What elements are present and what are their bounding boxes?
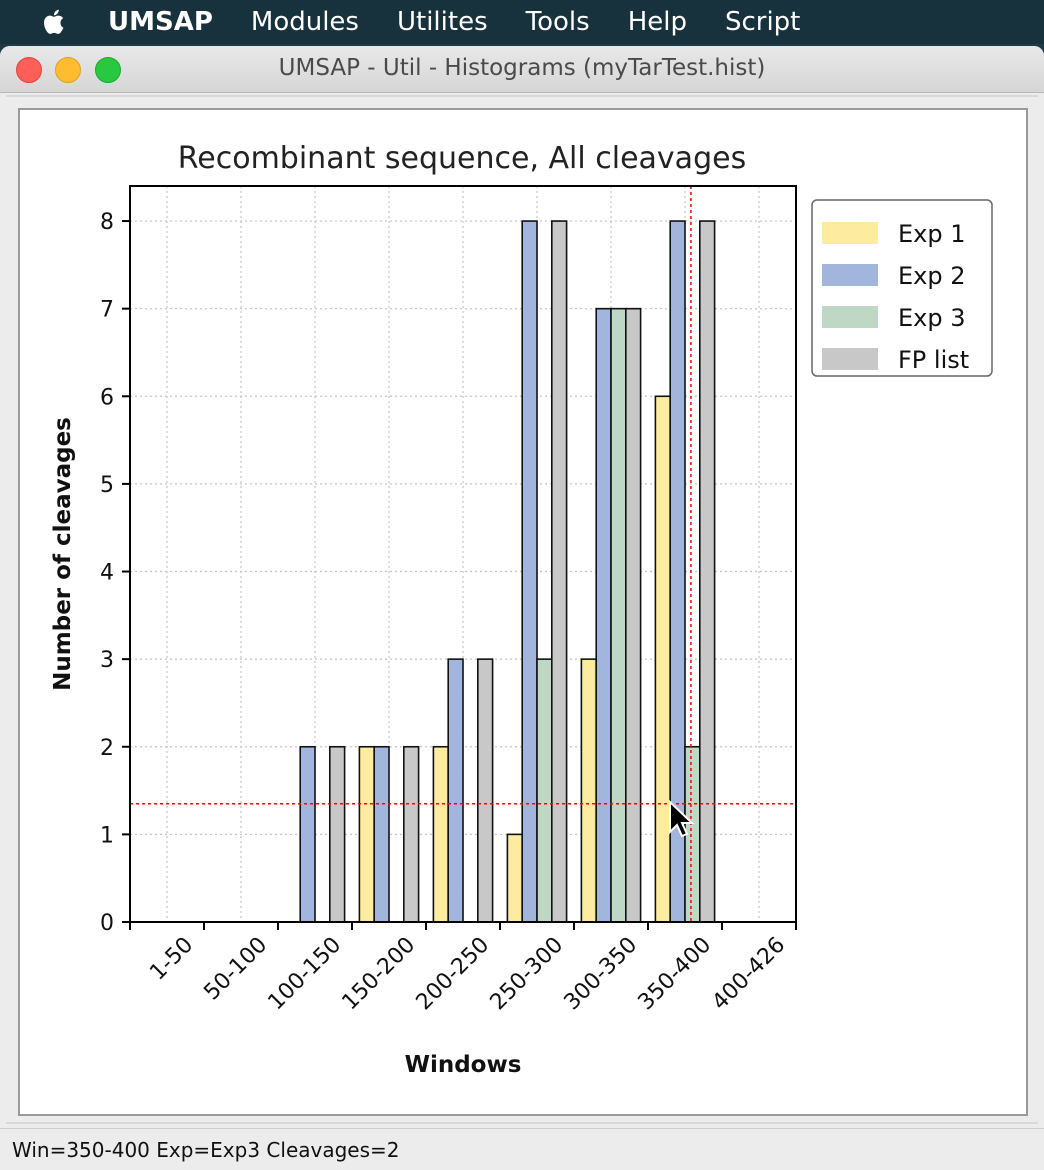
y-tick-label: 7 — [100, 298, 114, 323]
bar-fp-list-350-400[interactable] — [698, 220, 716, 923]
y-tick-label: 1 — [100, 823, 114, 848]
bar-fp-list-300-350[interactable] — [624, 307, 642, 923]
bar-fp-list-100-150[interactable] — [328, 745, 346, 923]
x-tick-label: 350-400 — [634, 933, 717, 1016]
bar-exp-1-250-300[interactable] — [506, 833, 523, 923]
bar-fp-list-150-200[interactable] — [402, 745, 420, 923]
mouse-pointer-icon — [669, 799, 695, 838]
y-tick-label: 2 — [100, 736, 114, 761]
x-tick-label: 50-100 — [199, 933, 272, 1006]
bar-exp-2-250-300[interactable] — [521, 220, 538, 923]
y-tick-label: 8 — [100, 210, 114, 235]
menu-script[interactable]: Script — [724, 7, 801, 37]
bar-fp-list-200-250[interactable] — [476, 658, 494, 923]
window-title: UMSAP - Util - Histograms (myTarTest.his… — [278, 55, 766, 81]
x-tick-label: 100-150 — [264, 933, 347, 1016]
y-tick-label: 6 — [100, 385, 114, 410]
y-axis-label: Number of cleavages — [50, 417, 76, 691]
top-divider — [6, 95, 1038, 97]
bar-exp-3-250-300[interactable] — [536, 658, 553, 923]
bar-exp-2-300-350[interactable] — [595, 307, 612, 923]
status-bar: Win=350-400 Exp=Exp3 Cleavages=2 — [0, 1128, 1044, 1170]
chart-title: Recombinant sequence, All cleavages — [178, 141, 746, 176]
y-tick-label: 3 — [100, 648, 114, 673]
legend-label: Exp 3 — [898, 304, 966, 332]
menu-tools[interactable]: Tools — [525, 7, 590, 37]
bar-exp-2-100-150[interactable] — [299, 745, 316, 923]
apple-icon[interactable] — [40, 7, 70, 37]
bottom-divider — [6, 1122, 1038, 1124]
x-tick-label: 150-200 — [338, 933, 421, 1016]
bars — [299, 220, 716, 923]
x-tick-label: 1-50 — [145, 933, 198, 986]
status-text: Win=350-400 Exp=Exp3 Cleavages=2 — [12, 1138, 400, 1162]
menu-app-name[interactable]: UMSAP — [108, 7, 213, 37]
bar-exp-1-300-350[interactable] — [580, 658, 598, 923]
plot-area-frame — [129, 185, 797, 923]
x-axis-ticks: 1-50 50-100100-150150-200200-250250-30030… — [129, 922, 797, 1016]
crosshair — [130, 186, 796, 922]
x-tick-label: 400-426 — [708, 933, 791, 1016]
bar-exp-2-200-250[interactable] — [447, 658, 464, 923]
histogram-window: UMSAP - Util - Histograms (myTarTest.his… — [0, 46, 1044, 1170]
y-tick-label: 5 — [100, 473, 114, 498]
legend-label: Exp 1 — [898, 220, 966, 248]
menu-help[interactable]: Help — [627, 7, 687, 37]
legend-label: Exp 2 — [898, 262, 966, 290]
bar-exp-1-200-250[interactable] — [432, 745, 449, 923]
y-axis-ticks: 0 1 2 3 4 5 6 7 8 — [100, 210, 130, 936]
plot-panel[interactable]: Recombinant sequence, All cleavages 0 1 2 3… — [18, 108, 1028, 1116]
zoom-window-button[interactable] — [95, 57, 121, 83]
legend-swatch — [822, 222, 878, 244]
x-tick-label: 300-350 — [560, 933, 643, 1016]
titlebar[interactable]: UMSAP - Util - Histograms (myTarTest.his… — [0, 46, 1044, 93]
x-tick-label: 250-300 — [486, 933, 569, 1016]
bar-exp-3-300-350[interactable] — [610, 307, 627, 923]
minimize-window-button[interactable] — [55, 57, 81, 83]
legend-label: FP list — [898, 346, 969, 374]
x-axis-label: Windows — [405, 1052, 522, 1078]
chart-legend: Exp 1 Exp 2 Exp 3 FP list — [811, 199, 993, 377]
histogram-chart[interactable]: Recombinant sequence, All cleavages 0 1 2 3… — [20, 110, 1024, 1112]
y-tick-label: 4 — [100, 561, 114, 586]
x-tick-label: 200-250 — [412, 933, 495, 1016]
menubar: UMSAP Modules Utilites Tools Help Script — [0, 0, 1044, 44]
close-window-button[interactable] — [16, 57, 42, 83]
menu-modules[interactable]: Modules — [250, 7, 359, 37]
legend-swatch — [822, 348, 878, 370]
legend-swatch — [822, 306, 878, 328]
bar-exp-2-150-200[interactable] — [373, 745, 390, 923]
bar-exp-1-350-400[interactable] — [654, 395, 672, 923]
legend-swatch — [822, 264, 878, 286]
menu-utilites[interactable]: Utilites — [396, 7, 488, 37]
bar-fp-list-250-300[interactable] — [550, 220, 568, 923]
y-tick-label: 0 — [100, 911, 114, 936]
bar-exp-1-150-200[interactable] — [358, 745, 375, 923]
